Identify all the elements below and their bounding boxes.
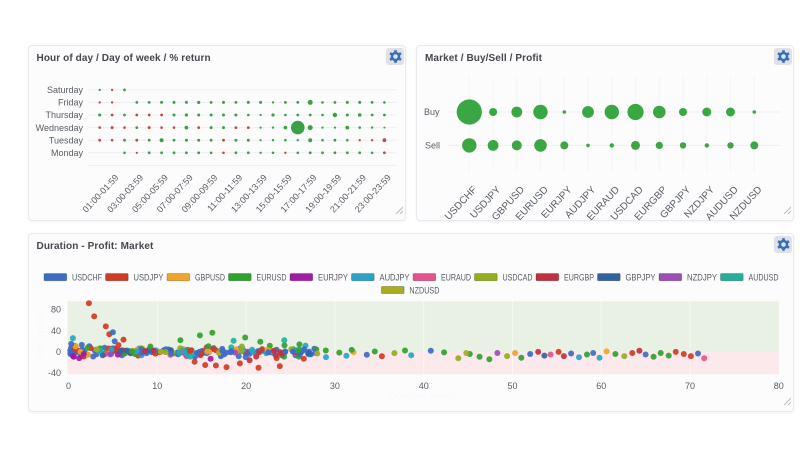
svg-text:-40: -40 bbox=[48, 368, 61, 378]
svg-text:EURAUD: EURAUD bbox=[441, 273, 471, 283]
svg-text:USDCAD: USDCAD bbox=[503, 273, 533, 283]
svg-text:Friday: Friday bbox=[58, 98, 84, 108]
svg-text:USDJPY: USDJPY bbox=[134, 273, 164, 283]
svg-text:10: 10 bbox=[152, 381, 162, 391]
svg-text:70: 70 bbox=[685, 381, 695, 391]
svg-text:Tuesday: Tuesday bbox=[49, 135, 84, 145]
svg-text:AUDUSD: AUDUSD bbox=[749, 273, 779, 283]
svg-text:40: 40 bbox=[51, 326, 61, 336]
svg-text:Monday: Monday bbox=[51, 148, 84, 158]
svg-text:50: 50 bbox=[507, 381, 517, 391]
svg-text:0: 0 bbox=[56, 347, 61, 357]
svg-text:Saturday: Saturday bbox=[47, 85, 84, 95]
svg-text:80: 80 bbox=[774, 381, 784, 391]
svg-text:Sell: Sell bbox=[425, 141, 440, 151]
svg-text:Profit (pips): Profit (pips) bbox=[36, 311, 47, 362]
svg-text:EURUSD: EURUSD bbox=[257, 273, 287, 283]
svg-text:60: 60 bbox=[596, 381, 606, 391]
svg-text:40: 40 bbox=[419, 381, 429, 391]
svg-text:EURGBP: EURGBP bbox=[564, 273, 594, 283]
svg-text:Buy: Buy bbox=[424, 107, 440, 117]
svg-text:GBPJPY: GBPJPY bbox=[626, 273, 656, 283]
svg-text:Wednesday: Wednesday bbox=[36, 123, 84, 133]
svg-text:EURJPY: EURJPY bbox=[318, 273, 348, 283]
svg-text:GBPUSD: GBPUSD bbox=[195, 273, 225, 283]
svg-text:NZDUSD: NZDUSD bbox=[409, 285, 439, 295]
svg-text:AUDJPY: AUDJPY bbox=[380, 273, 410, 283]
svg-text:30: 30 bbox=[330, 381, 340, 391]
svg-text:NZDJPY: NZDJPY bbox=[687, 273, 717, 283]
svg-text:USDCHF: USDCHF bbox=[72, 273, 102, 283]
svg-text:80: 80 bbox=[51, 305, 61, 315]
svg-text:20: 20 bbox=[241, 381, 251, 391]
svg-text:Thursday: Thursday bbox=[45, 110, 83, 120]
svg-text:0: 0 bbox=[66, 381, 71, 391]
svg-text:Duration (mins): Duration (mins) bbox=[389, 391, 457, 402]
